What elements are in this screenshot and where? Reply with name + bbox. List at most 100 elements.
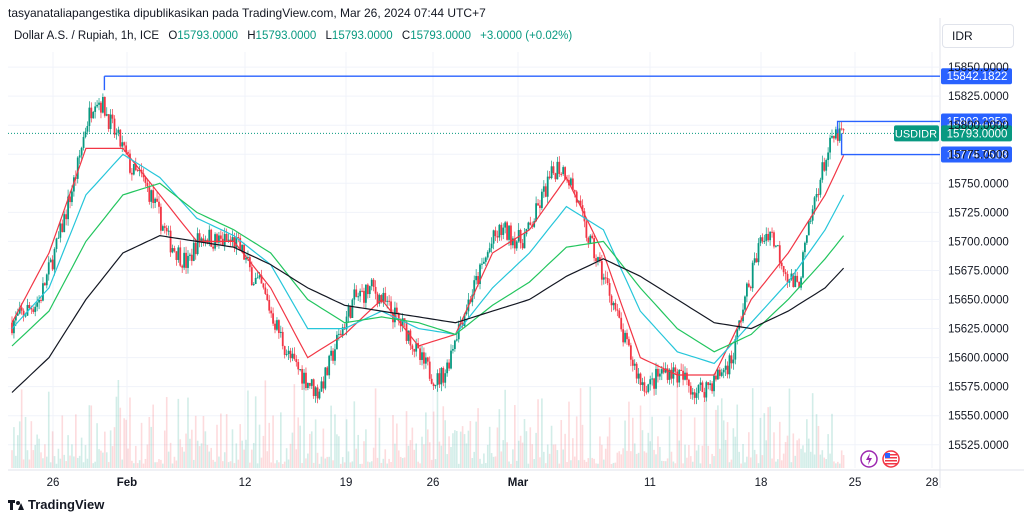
volume-bar [341,457,344,468]
volume-bar [283,461,286,468]
candle-body [442,368,445,383]
candle-body [268,300,271,311]
volume-bar [262,435,265,468]
volume-bar [800,448,802,468]
volume-bar [452,433,454,468]
candle-body [152,190,155,203]
candle-body [473,280,476,295]
candle-body [306,382,309,388]
candle-body [809,220,812,222]
volume-bar [310,431,313,468]
candle-body [359,290,362,297]
y-tick-label: 15600.0000 [948,353,1009,365]
candle-body [144,177,147,183]
volume-bar [664,461,667,468]
candle-body [759,237,762,244]
volume-bar [252,442,255,468]
y-tick-label: 15550.0000 [948,411,1009,423]
candle-body [628,339,630,346]
volume-bar [222,461,224,468]
volume-bar [231,429,234,468]
volume-bar [305,458,307,468]
candle-body [616,309,619,311]
candle-body [163,226,166,228]
moving-averages [11,147,845,393]
volume-bar [838,463,841,468]
candle-body [219,235,222,239]
candle-body [415,343,418,352]
candle-body [546,176,549,197]
candle-body [84,131,87,137]
volume-bar [258,424,261,468]
candle-body [842,129,845,131]
candle-body [312,379,315,397]
volume-bar [15,455,17,468]
ema_long-line [11,234,845,393]
candle-body [660,369,663,374]
volume-bar [604,448,607,468]
volume-bar [191,429,193,468]
volume-bar [751,388,754,468]
y-tick-label: 15675.0000 [948,265,1009,277]
candle-body [239,237,242,251]
volume-bar [523,419,526,468]
volume-bar [442,406,445,468]
volume-bar [746,456,748,468]
currency-button[interactable]: IDR [942,24,1014,48]
candle-body [264,287,267,294]
candle-body [279,331,282,334]
x-tick-label: 28 [926,477,939,489]
candle-body [666,368,669,380]
volume-bar [626,450,628,468]
candle-body [686,372,688,380]
volume-bar [488,426,491,468]
tradingview-brand[interactable]: TradingView [8,497,104,512]
candle-body [395,307,398,314]
flag-stripe [885,460,897,462]
candle-body [651,378,654,380]
volume-bar [539,457,541,468]
volume-bar [512,449,514,468]
candle-body [815,194,818,198]
event-icons [860,450,900,468]
volume-bar [154,462,156,468]
candle-body [92,111,95,119]
candle-body [146,182,149,187]
volume-bar [454,430,456,468]
candle-body [523,234,526,249]
candle-body [475,276,478,281]
volume-bar [680,409,682,468]
candle-body [587,237,590,243]
volume-bar [815,414,818,468]
candle-body [421,352,423,360]
volume-bar [749,457,752,468]
volume-bar [316,452,319,468]
candle-body [218,235,220,243]
candle-body [564,167,567,180]
candle-body [117,129,120,133]
candle-body [498,224,501,238]
volume-bar [463,434,466,468]
candle-body [635,363,638,379]
candle-body [308,382,311,386]
x-tick-label: 19 [340,477,353,489]
volume-bar [59,458,62,468]
volume-bar [38,438,40,468]
candle-body [78,155,81,158]
candle-body [314,387,317,397]
candle-body [127,152,129,154]
candle-body [57,237,60,239]
change-value: +3.0000 (+0.02%) [480,30,573,42]
volume-bar [809,451,812,468]
candle-body [100,102,102,113]
candle-body [825,160,828,171]
volume-bar [405,411,408,468]
candle-body [562,167,565,175]
candle-body [276,320,278,330]
volume-bar [486,444,489,468]
candle-body [792,273,795,288]
candle-body [604,277,607,279]
volume-bar [378,417,381,468]
candle-body [256,277,259,279]
